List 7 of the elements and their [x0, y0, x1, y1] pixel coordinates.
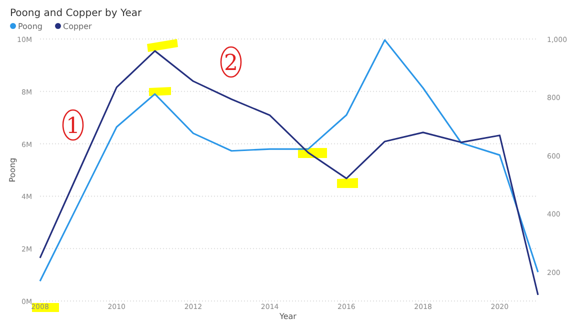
legend-label: Copper	[63, 22, 93, 31]
legend-label: Poong	[18, 22, 42, 31]
annotation: 1	[66, 114, 80, 139]
annotation: 2	[224, 51, 238, 76]
x-axis-title: Year	[278, 312, 298, 321]
chart-title: Poong and Copper by Year	[10, 8, 143, 19]
y-axis-title: Poong	[8, 158, 17, 182]
